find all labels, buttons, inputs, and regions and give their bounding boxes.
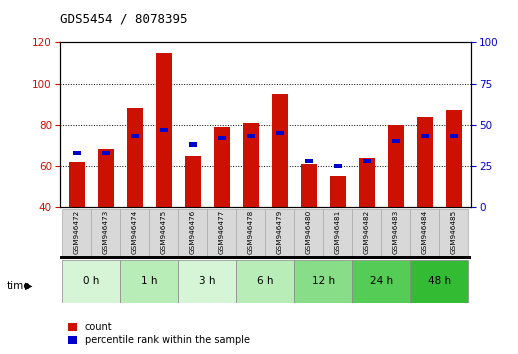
Bar [301, 164, 317, 290]
Bar [450, 134, 458, 138]
Bar [243, 123, 259, 290]
Text: GSM946474: GSM946474 [132, 210, 138, 254]
Bar [185, 156, 201, 290]
Bar [359, 158, 375, 290]
FancyBboxPatch shape [439, 209, 468, 257]
Bar [392, 139, 400, 143]
Bar [73, 151, 81, 155]
Text: GSM946478: GSM946478 [248, 210, 254, 254]
Bar [410, 260, 468, 303]
FancyBboxPatch shape [323, 209, 352, 257]
Bar [305, 159, 313, 163]
FancyBboxPatch shape [63, 209, 92, 257]
Text: 12 h: 12 h [312, 276, 335, 286]
Bar [446, 110, 462, 290]
Bar [160, 128, 168, 132]
Bar [334, 164, 342, 168]
Bar [247, 134, 255, 138]
Bar [131, 134, 139, 138]
Text: 0 h: 0 h [83, 276, 99, 286]
Bar [69, 162, 85, 290]
Bar [98, 149, 114, 290]
FancyBboxPatch shape [352, 209, 381, 257]
Bar [214, 127, 230, 290]
Text: GDS5454 / 8078395: GDS5454 / 8078395 [60, 12, 187, 25]
Text: GSM946481: GSM946481 [335, 210, 341, 254]
FancyBboxPatch shape [381, 209, 410, 257]
Text: 3 h: 3 h [199, 276, 215, 286]
Text: GSM946479: GSM946479 [277, 210, 283, 254]
Text: GSM946482: GSM946482 [364, 210, 370, 254]
Bar [179, 260, 237, 303]
Text: GSM946475: GSM946475 [161, 210, 167, 254]
Text: time: time [6, 281, 30, 291]
Bar [363, 159, 371, 163]
Bar [276, 131, 284, 135]
Text: 48 h: 48 h [428, 276, 451, 286]
FancyBboxPatch shape [410, 209, 439, 257]
Text: GSM946473: GSM946473 [103, 210, 109, 254]
Bar [156, 53, 172, 290]
Bar [121, 260, 179, 303]
Text: GSM946484: GSM946484 [422, 210, 428, 254]
Bar [189, 142, 197, 147]
FancyBboxPatch shape [266, 209, 294, 257]
FancyBboxPatch shape [179, 209, 208, 257]
Text: 24 h: 24 h [370, 276, 393, 286]
Bar [237, 260, 294, 303]
Bar [352, 260, 410, 303]
FancyBboxPatch shape [121, 209, 150, 257]
Bar [218, 136, 226, 140]
Bar [330, 176, 346, 290]
Bar [417, 116, 433, 290]
Text: ▶: ▶ [25, 281, 32, 291]
Text: 6 h: 6 h [257, 276, 274, 286]
Bar [421, 134, 429, 138]
Text: GSM946485: GSM946485 [451, 210, 457, 254]
FancyBboxPatch shape [92, 209, 121, 257]
Bar [102, 151, 110, 155]
Text: GSM946483: GSM946483 [393, 210, 399, 254]
Bar [63, 260, 121, 303]
Bar [388, 125, 404, 290]
Legend: count, percentile rank within the sample: count, percentile rank within the sample [64, 319, 254, 349]
FancyBboxPatch shape [150, 209, 179, 257]
Text: GSM946477: GSM946477 [219, 210, 225, 254]
Bar [294, 260, 352, 303]
FancyBboxPatch shape [237, 209, 266, 257]
Text: GSM946480: GSM946480 [306, 210, 312, 254]
Bar [272, 94, 288, 290]
FancyBboxPatch shape [294, 209, 323, 257]
Text: GSM946476: GSM946476 [190, 210, 196, 254]
Text: 1 h: 1 h [141, 276, 157, 286]
FancyBboxPatch shape [208, 209, 237, 257]
Text: GSM946472: GSM946472 [74, 210, 80, 254]
Bar [127, 108, 143, 290]
